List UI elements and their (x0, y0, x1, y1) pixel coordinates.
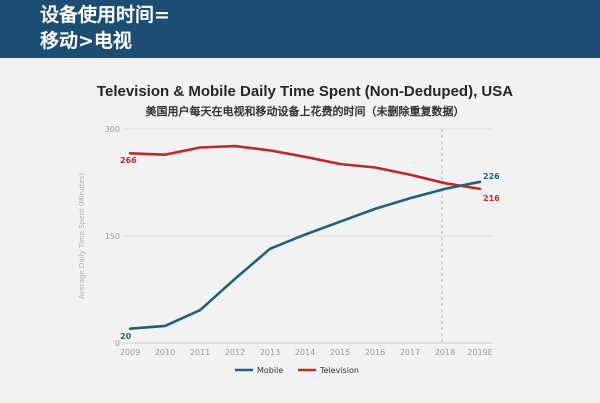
slide-title-line1: 设备使用时间= (40, 4, 170, 26)
y-tick-label: 300 (105, 125, 120, 134)
title-banner: 设备使用时间= 移动>电视 (0, 0, 600, 58)
data-label-mobile-end: 226 (483, 172, 500, 181)
chart-subtitle: 美国用户每天在电视和移动设备上花费的时间（未删除重复数据） (145, 105, 465, 118)
x-tick-label: 2011 (190, 348, 210, 357)
x-tick-label: 2010 (155, 348, 175, 357)
x-tick-label: 2014 (295, 348, 315, 357)
x-tick-label: 2013 (260, 348, 280, 357)
chart-title: Television & Mobile Daily Time Spent (No… (96, 83, 514, 100)
slide-title-line2: 移动>电视 (40, 30, 132, 52)
x-tick-label: 2012 (225, 348, 245, 357)
series-line-television (128, 144, 482, 191)
y-tick-label: 150 (105, 232, 120, 241)
series-line-mobile (128, 180, 482, 331)
legend-label-television: Television (319, 366, 359, 375)
x-tick-label: 2019E (467, 348, 492, 357)
x-tick-label: 2016 (365, 348, 385, 357)
y-tick-label: 0 (115, 339, 120, 348)
x-tick-label: 2017 (400, 348, 420, 357)
x-tick-label: 2009 (120, 348, 140, 357)
data-label-mobile-start: 20 (120, 332, 132, 341)
x-tick-label: 2018 (435, 348, 455, 357)
y-axis-title: Average Daily Time Spent (Minutes) (78, 173, 86, 299)
x-tick-label: 2015 (330, 348, 350, 357)
legend-label-mobile: Mobile (257, 366, 283, 375)
data-label-television-end: 216 (483, 194, 500, 203)
data-label-television-start: 266 (120, 156, 137, 165)
